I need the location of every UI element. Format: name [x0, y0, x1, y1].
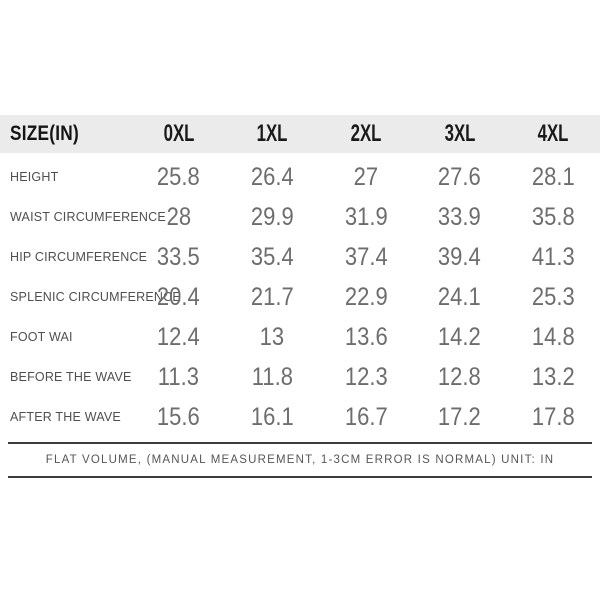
size-value-cell: 16.1 — [250, 402, 294, 431]
table-row-hip: HIP CIRCUMFERENCE 33.5 35.4 37.4 39.4 41… — [0, 237, 600, 277]
size-value-cell: 25.8 — [157, 162, 201, 191]
size-value-cell: 33.5 — [157, 242, 201, 271]
size-table: SIZE(IN) 0XL 1XL 2XL 3XL 4XL HEIGHT 25.8… — [0, 115, 600, 478]
table-row-height: HEIGHT 25.8 26.4 27 27.6 28.1 — [0, 157, 600, 197]
size-note-footer: FLAT VOLUME, (MANUAL MEASUREMENT, 1-3CM … — [8, 442, 592, 478]
size-value-cell: 21.7 — [250, 282, 294, 311]
size-value-cell: 26.4 — [250, 162, 294, 191]
column-header-2xl: 2XL — [350, 120, 382, 147]
size-value-cell: 33.9 — [438, 202, 482, 231]
size-value-cell: 31.9 — [344, 202, 388, 231]
column-header-4xl: 4XL — [537, 120, 569, 147]
size-value-cell: 35.8 — [531, 202, 575, 231]
size-value-cell: 41.3 — [531, 242, 575, 271]
row-label: HIP CIRCUMFERENCE — [10, 250, 148, 264]
size-value-cell: 29.9 — [250, 202, 294, 231]
size-value-cell: 13.6 — [344, 322, 388, 351]
column-header-1xl: 1XL — [256, 120, 288, 147]
size-unit-header-label: SIZE(IN) — [10, 122, 79, 145]
column-header-3xl: 3XL — [444, 120, 475, 147]
size-value-cell: 11.8 — [251, 362, 293, 391]
size-value-cell: 28.1 — [531, 162, 575, 191]
size-value-cell: 11.3 — [158, 362, 200, 391]
size-value-cell: 27 — [353, 162, 379, 191]
row-label: WAIST CIRCUMFERENCE — [10, 210, 166, 224]
size-value-cell: 17.8 — [531, 402, 575, 431]
row-label: BEFORE THE WAVE — [10, 370, 132, 384]
table-row-foot: FOOT WAI 12.4 13 13.6 14.2 14.8 — [0, 317, 600, 357]
size-value-cell: 39.4 — [438, 242, 482, 271]
row-label: HEIGHT — [10, 170, 59, 184]
size-value-cell: 27.6 — [438, 162, 482, 191]
size-value-cell: 35.4 — [250, 242, 294, 271]
column-header-0xl: 0XL — [163, 120, 195, 147]
size-value-cell: 17.2 — [438, 402, 482, 431]
size-value-cell: 24.1 — [438, 282, 482, 311]
size-value-cell: 13.2 — [531, 362, 575, 391]
size-value-cell: 14.8 — [531, 322, 575, 351]
size-value-cell: 22.9 — [344, 282, 388, 311]
size-value-cell: 28 — [166, 202, 192, 231]
table-row-after-wave: AFTER THE WAVE 15.6 16.1 16.7 17.2 17.8 — [0, 397, 600, 437]
size-value-cell: 12.3 — [344, 362, 388, 391]
table-row-splenic: SPLENIC CIRCUMFERENCE 20.4 21.7 22.9 24.… — [0, 277, 600, 317]
row-label: SPLENIC CIRCUMFERENCE — [10, 290, 181, 304]
table-row-waist: WAIST CIRCUMFERENCE 28 29.9 31.9 33.9 35… — [0, 197, 600, 237]
size-value-cell: 20.4 — [157, 282, 201, 311]
row-label: AFTER THE WAVE — [10, 410, 121, 424]
size-unit-header: SIZE(IN) — [0, 122, 132, 146]
size-value-cell: 25.3 — [531, 282, 575, 311]
size-value-cell: 12.8 — [438, 362, 482, 391]
size-value-cell: 15.6 — [157, 402, 201, 431]
size-value-cell: 37.4 — [344, 242, 388, 271]
size-value-cell: 16.7 — [344, 402, 388, 431]
size-value-cell: 13 — [260, 322, 285, 351]
table-row-before-wave: BEFORE THE WAVE 11.3 11.8 12.3 12.8 13.2 — [0, 357, 600, 397]
size-value-cell: 14.2 — [438, 322, 482, 351]
size-value-cell: 12.4 — [157, 322, 201, 351]
row-label: FOOT WAI — [10, 330, 73, 344]
table-header-row: SIZE(IN) 0XL 1XL 2XL 3XL 4XL — [0, 115, 600, 153]
